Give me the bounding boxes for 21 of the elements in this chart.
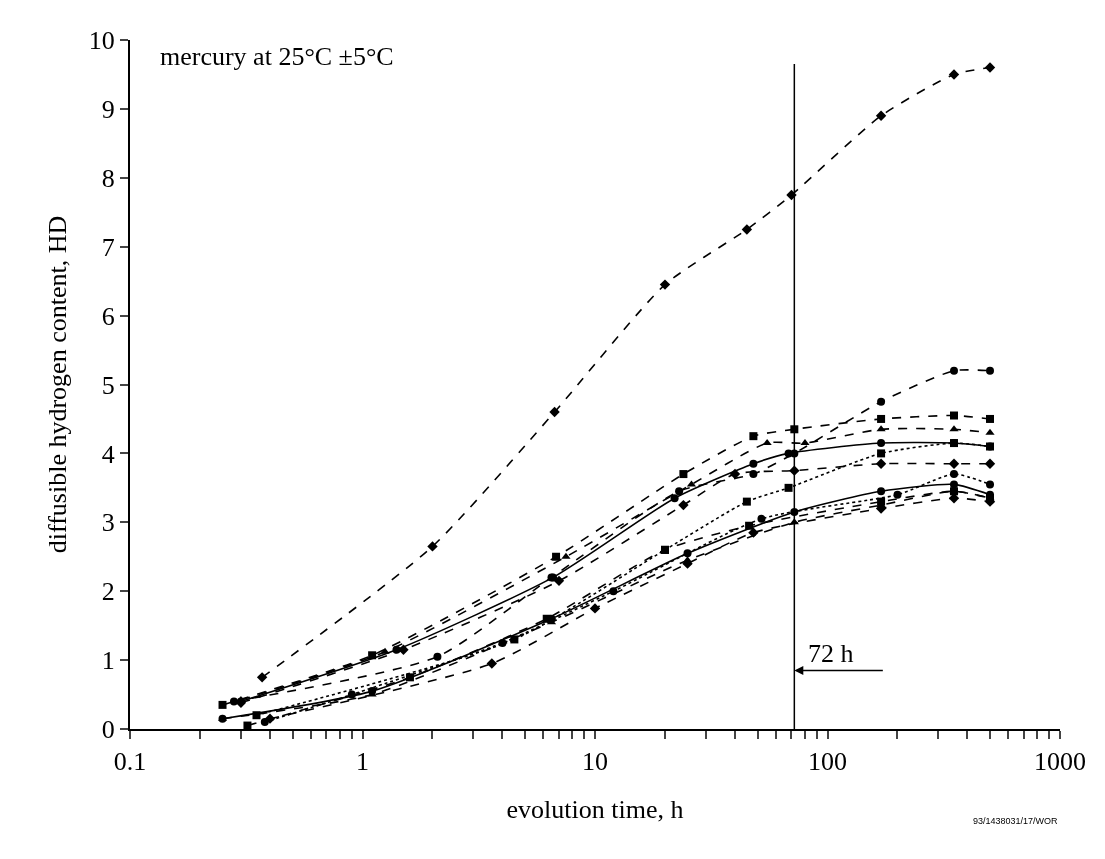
y-tick-label: 9 [101, 95, 115, 124]
x-tick-label: 1 [356, 747, 369, 777]
y-tick-label: 8 [101, 163, 115, 193]
y-tick-label: 6 [101, 301, 115, 331]
ref-line-label: 72 h [808, 639, 854, 668]
y-tick-label: 2 [101, 577, 115, 607]
text: 93/1438031/17/WOR [973, 816, 1059, 826]
x-tick-label: 10 [582, 747, 608, 777]
x-tick-label: 1000 [1034, 747, 1086, 777]
y-tick-label: 7 [101, 232, 115, 262]
annotation: mercury at 25°C ±5°C [160, 42, 394, 71]
y-tick-label: 10 [88, 26, 115, 56]
y-tick-label: 5 [101, 370, 115, 400]
x-tick-label: 100 [808, 747, 847, 777]
x-axis-title: evolution time, h [506, 795, 684, 825]
y-tick-label: 1 [101, 646, 115, 676]
y-tick-label: 3 [101, 508, 115, 538]
x-tick-label: 0.1 [113, 747, 147, 777]
y-tick-label: 4 [101, 439, 115, 469]
y-axis-title: diffusible hydrogen content, HD [42, 215, 72, 554]
y-tick-label: 0 [101, 715, 115, 745]
